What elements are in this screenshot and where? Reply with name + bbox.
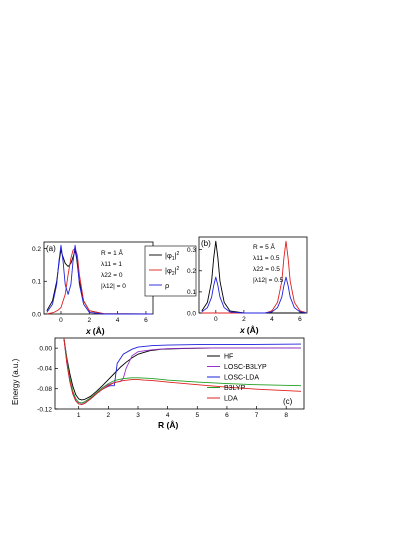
panel-b-ticks: 0 2 4 6 0.0 0.1 0.2 0.3: [187, 247, 302, 323]
y-tick-label: -0.12: [37, 406, 52, 413]
panel-b-xlabel-var: x: [239, 325, 246, 335]
legend-ab-phi2: |φ2|2: [165, 266, 180, 277]
legend-label: HF: [224, 354, 233, 361]
y-tick-label: 0.0: [187, 310, 196, 317]
x-tick-label: 2: [107, 412, 111, 419]
panel-a-series: [46, 244, 152, 315]
y-tick-label: 0.0: [32, 311, 41, 318]
legend-ab-phi1: |φ1|2: [165, 251, 180, 262]
panel-c-frame: [54, 337, 305, 410]
panel-a-xlabel: x (Å): [85, 326, 105, 336]
panel-c-label: (c): [283, 397, 293, 406]
legend-ab-box: [144, 245, 197, 297]
y-tick-label: -0.04: [37, 366, 52, 373]
x-tick-label: 4: [116, 317, 120, 324]
param-text: λ11 = 1: [101, 261, 122, 268]
panel-a-xlabel-var: x: [85, 326, 92, 336]
x-tick-label: 6: [298, 316, 302, 323]
panel-b-label: (b): [201, 239, 211, 248]
panel-b-params: R = 5 Å λ11 = 0.5 λ22 = 0.5 |λ12| = 0.5: [253, 242, 284, 284]
param-text: R = 5 Å: [253, 242, 276, 251]
x-tick-label: 2: [242, 316, 246, 323]
panel-a-params: R = 1 Å λ11 = 1 λ22 = 0 |λ12| = 0: [101, 248, 126, 290]
x-tick-label: 0: [59, 317, 63, 324]
y-tick-label: 0.2: [32, 246, 41, 253]
x-tick-label: 3: [136, 412, 140, 419]
legend-label: LDA: [224, 396, 238, 403]
param-text: R = 1 Å: [101, 248, 124, 257]
x-tick-label: 6: [144, 317, 148, 324]
x-tick-label: 2: [87, 317, 91, 324]
panel-a-label: (a): [46, 244, 56, 253]
y-tick-label: -0.08: [37, 386, 52, 393]
series-line-1: [201, 240, 306, 314]
panel-a: 0 2 4 6 0.0 0.1 0.2 (a) R = 1 Å λ11 = 1 λ22 = 0 |…: [32, 241, 154, 336]
x-tick-label: 6: [225, 412, 229, 419]
panel-c-xlabel: R (Å): [158, 420, 178, 430]
x-tick-label: 0: [214, 316, 218, 323]
panel-b: 0 2 4 6 0.0 0.1 0.2 0.3 (b) R = 5 Å λ11 = 0.5 λ22…: [187, 236, 308, 335]
param-text: λ22 = 0.5: [253, 266, 280, 273]
y-tick-label: 0.2: [187, 268, 196, 275]
series-line-2: [46, 248, 152, 315]
panel-b-series: [201, 240, 306, 314]
series-line-4: [63, 337, 302, 404]
legend-ab: |φ1|2 |φ2|2 ρ: [144, 245, 197, 297]
panel-c-legend: HF LOSC-B3LYP LOSC-LDA B3LYP LDA: [207, 354, 267, 403]
y-tick-label: 0.1: [32, 279, 41, 286]
panel-a-ticks: 0 2 4 6 0.0 0.1 0.2: [32, 246, 148, 324]
panel-b-xlabel: x (Å): [239, 325, 259, 335]
x-tick-label: 4: [166, 412, 170, 419]
legend-label: LOSC-LDA: [224, 375, 259, 382]
param-text: |λ12| = 0: [101, 283, 126, 290]
x-tick-label: 1: [77, 412, 81, 419]
panel-a-xlabel-unit: (Å): [93, 326, 105, 336]
legend-ab-rho: ρ: [165, 281, 169, 290]
x-tick-label: 7: [255, 412, 259, 419]
y-tick-label: 0.1: [187, 289, 196, 296]
panel-c-ticks: 1 2 3 4 5 6 7 8 0.00 -0.04 -0.08 -0.12: [37, 345, 288, 419]
y-tick-label: 0.3: [187, 247, 196, 254]
legend-label: B3LYP: [224, 385, 246, 392]
legend-label: LOSC-B3LYP: [224, 364, 267, 371]
series-line-3: [201, 276, 306, 314]
x-tick-label: 4: [270, 316, 274, 323]
y-tick-label: 0.00: [39, 345, 52, 352]
x-tick-label: 8: [284, 412, 288, 419]
panel-b-xlabel-unit: (Å): [247, 325, 259, 335]
series-line-2: [201, 240, 306, 314]
param-text: λ22 = 0: [101, 272, 123, 279]
panel-c-series: [63, 337, 302, 405]
param-text: λ11 = 0.5: [253, 255, 280, 262]
series-line-5: [63, 337, 302, 405]
series-line-3: [46, 244, 152, 315]
panel-c: 1 2 3 4 5 6 7 8 0.00 -0.04 -0.08 -0.12 (c) R (Å) En…: [11, 337, 305, 430]
x-tick-label: 5: [195, 412, 199, 419]
param-text: |λ12| = 0.5: [253, 277, 284, 284]
panel-c-ylabel: Energy (a.u.): [11, 358, 20, 405]
